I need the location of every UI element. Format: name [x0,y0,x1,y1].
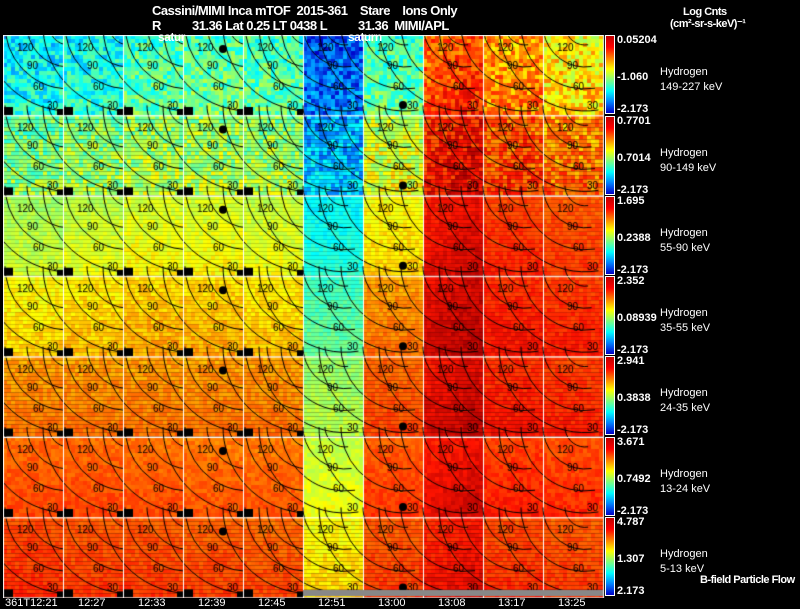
x-tick-label: 13:17 [498,597,526,609]
species: Hydrogen [660,548,708,560]
colorbar-max: 0.05204 [617,34,657,46]
x-tick-label: 12:45 [258,597,286,609]
colorbar-mid: 0.08939 [617,312,657,324]
species: Hydrogen [660,147,708,159]
colorbar [605,356,615,435]
colorbar-mid: 0.2388 [617,232,651,244]
colorbar-units: (cm²-sr-s-keV)⁻¹ [670,18,746,30]
colorbar-mid: 0.3838 [617,392,651,404]
colorbar-min: -2.173 [617,505,649,517]
colorbar-mid: 0.7014 [617,152,651,164]
colorbar-min: -2.173 [617,424,649,436]
saturn-label: satur [158,30,185,44]
colorbar [605,35,615,114]
colorbar [605,437,615,516]
row-label: Hydrogen 55-90 keV [660,226,710,256]
colorbar-max: 2.352 [617,275,645,287]
colorbar-min: -2.173 [617,184,649,196]
row-label: Hydrogen 149-227 keV [660,65,722,95]
row-label: Hydrogen 13-24 keV [660,467,710,497]
row-label: Hydrogen 90-149 keV [660,146,716,176]
row-label: Hydrogen 5-13 keV [660,547,708,577]
x-tick-label: 12:27 [78,597,106,609]
x-tick-label: 12:39 [198,597,226,609]
heatmap-panels [3,35,605,598]
colorbar-min: -2.173 [617,264,649,276]
colorbar-min: -2.173 [617,103,649,115]
species: Hydrogen [660,66,708,78]
colorbar [605,116,615,195]
species: Hydrogen [660,468,708,480]
footer-label: B-field Particle Flow [700,574,795,586]
species: Hydrogen [660,307,708,319]
x-tick-label: 13:25 [558,597,586,609]
species: Hydrogen [660,227,708,239]
energy-range: 55-90 keV [660,242,711,254]
colorbar-max: 4.787 [617,516,645,528]
x-tick-label: 12:33 [138,597,166,609]
row-label: Hydrogen 24-35 keV [660,386,710,416]
plot-subtitle: R 31.36 Lat 0.25 LT 0438 L 31.36 MIMI/AP… [152,18,449,33]
colorbar-mid: 0.7492 [617,473,651,485]
colorbar-mid: 1.307 [617,553,645,565]
plot-title: Cassini/MIMI Inca mTOF 2015-361 Stare Io… [152,3,458,18]
energy-range: 90-149 keV [660,162,717,174]
colorbar [605,276,615,355]
colorbar-min: 2.173 [617,585,645,597]
energy-range: 35-55 keV [660,322,711,334]
colorbar-max: 2.941 [617,355,645,367]
colorbar-title: Log Cnts [683,6,727,18]
energy-range: 149-227 keV [660,81,723,93]
colorbar-mid: -1.060 [617,71,649,83]
colorbar-max: 1.695 [617,195,645,207]
colorbar-max: 0.7701 [617,115,651,127]
x-tick-label: 13:00 [378,597,406,609]
energy-range: 13-24 keV [660,483,711,495]
row-label: Hydrogen 35-55 keV [660,306,710,336]
energy-range: 5-13 keV [660,563,705,575]
x-tick-label: 13:08 [438,597,466,609]
species: Hydrogen [660,387,708,399]
saturn-label: saturn [348,30,382,44]
energy-range: 24-35 keV [660,402,711,414]
colorbar-min: -2.173 [617,344,649,356]
colorbar [605,196,615,275]
colorbar [605,517,615,596]
x-tick-label: 12:51 [318,597,346,609]
x-tick-label: 361T12:21 [5,597,58,609]
colorbar-max: 3.671 [617,436,645,448]
